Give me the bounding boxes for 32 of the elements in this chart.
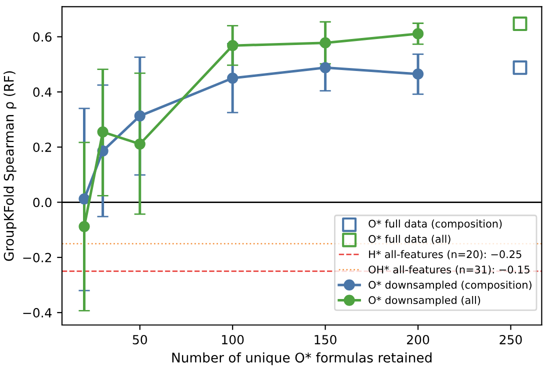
point [512, 60, 528, 75]
point [227, 72, 238, 84]
legend-label: O* downsampled (composition) [368, 280, 532, 291]
x-tick-label: 100 [222, 334, 244, 344]
point [134, 110, 146, 122]
y-tick-label: −0.2 [23, 252, 52, 262]
legend-label: O* full data (all) [368, 234, 450, 244]
x-tick-label: 50 [132, 334, 147, 344]
x-tick-label: 200 [407, 334, 430, 344]
y-tick-label: 0.4 [33, 87, 52, 97]
x-axis-title: Number of unique O* formulas retained [172, 352, 432, 366]
legend-label: O* downsampled (all) [368, 296, 480, 306]
y-axis-title: GroupKFold Spearman ρ (RF) [4, 71, 16, 261]
point [512, 16, 528, 32]
point [134, 138, 146, 150]
point [78, 220, 90, 232]
point [227, 40, 238, 52]
point [97, 126, 108, 138]
point [412, 28, 424, 40]
y-tick-label: −0.4 [23, 308, 52, 318]
point [412, 68, 424, 80]
y-tick-label: 0.6 [33, 32, 52, 42]
legend-label: H* all-features (n=20): −0.25 [369, 250, 522, 260]
x-tick-label: 250 [500, 334, 522, 344]
point [78, 193, 90, 205]
point [320, 37, 331, 48]
legend-label: O* full data (composition) [368, 220, 502, 230]
x-tick-label: 150 [314, 334, 336, 344]
y-tick-label: 0.0 [33, 198, 52, 208]
point [320, 62, 331, 74]
legend-label: OH* all-features (n=31): −0.15 [368, 265, 530, 275]
y-tick-label: 0.2 [33, 142, 52, 152]
